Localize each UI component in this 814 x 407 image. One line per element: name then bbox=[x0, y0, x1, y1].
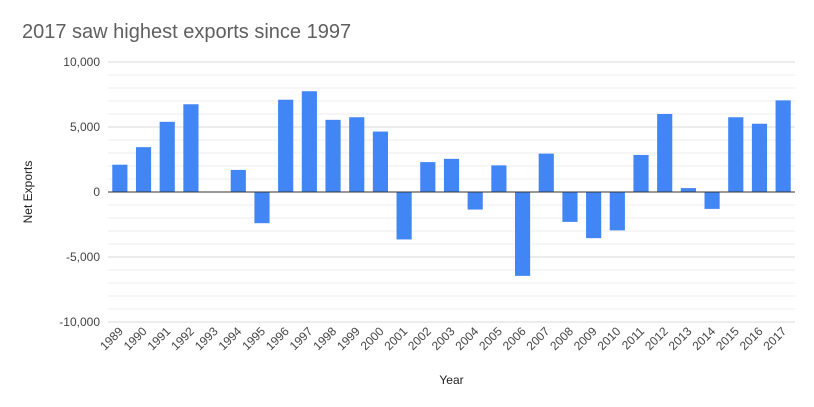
x-tick-label: 2010 bbox=[595, 324, 624, 353]
bar-1992 bbox=[183, 104, 199, 192]
bar-2009 bbox=[586, 192, 602, 239]
x-tick-label: 2015 bbox=[713, 324, 742, 353]
x-tick-label: 2002 bbox=[405, 324, 434, 353]
x-tick-label: 2017 bbox=[760, 324, 789, 353]
bar-2008 bbox=[562, 192, 578, 222]
x-tick-label: 2007 bbox=[524, 324, 553, 353]
x-tick-label: 2016 bbox=[737, 324, 766, 353]
bar-1994 bbox=[230, 169, 246, 192]
gridlines bbox=[108, 61, 795, 323]
x-tick-label: 1993 bbox=[192, 324, 221, 353]
bar-2001 bbox=[396, 192, 412, 240]
bar-2002 bbox=[420, 162, 436, 192]
bar-2012 bbox=[657, 114, 673, 192]
bar-2011 bbox=[633, 154, 649, 192]
bar-2013 bbox=[680, 188, 696, 192]
chart-title: 2017 saw highest exports since 1997 bbox=[22, 21, 351, 43]
x-tick-label: 2011 bbox=[619, 324, 647, 352]
bar-2007 bbox=[538, 153, 554, 192]
y-axis-ticks: 10,000 5,000 0 -5,000 -10,000 bbox=[59, 55, 100, 329]
y-tick-label: 0 bbox=[93, 185, 100, 199]
x-tick-label: 1998 bbox=[310, 324, 339, 353]
bar-1996 bbox=[278, 99, 294, 192]
bar-1997 bbox=[301, 91, 317, 192]
y-axis-label: Net Exports bbox=[21, 161, 35, 224]
bar-1990 bbox=[135, 147, 152, 192]
x-tick-label: 1991 bbox=[145, 324, 174, 353]
bar-2010 bbox=[609, 192, 625, 231]
x-tick-label: 1999 bbox=[334, 324, 363, 353]
x-tick-label: 2006 bbox=[500, 324, 529, 353]
bar-2003 bbox=[443, 158, 460, 192]
x-tick-label: 1989 bbox=[97, 324, 126, 353]
bar-1999 bbox=[349, 117, 365, 192]
x-tick-label: 1997 bbox=[287, 324, 316, 353]
bar-2004 bbox=[467, 192, 483, 210]
y-tick-label: 5,000 bbox=[70, 120, 100, 134]
bar-1989 bbox=[112, 164, 128, 192]
x-axis-label: Year bbox=[439, 373, 463, 387]
x-tick-label: 1992 bbox=[168, 324, 197, 353]
x-tick-label: 2013 bbox=[666, 324, 695, 353]
y-tick-label: 10,000 bbox=[63, 55, 100, 69]
x-tick-label: 1990 bbox=[121, 324, 150, 353]
bar-2000 bbox=[372, 131, 389, 192]
x-tick-label: 2005 bbox=[476, 324, 505, 353]
bar-2016 bbox=[751, 123, 768, 192]
bars bbox=[112, 91, 791, 276]
x-tick-label: 2008 bbox=[547, 324, 576, 353]
x-tick-label: 2000 bbox=[358, 324, 387, 353]
x-tick-label: 1996 bbox=[263, 324, 292, 353]
x-tick-label: 1994 bbox=[216, 324, 245, 353]
x-tick-label: 2004 bbox=[453, 324, 482, 353]
bar-1991 bbox=[159, 121, 175, 192]
bar-2017 bbox=[775, 100, 791, 192]
y-tick-label: -10,000 bbox=[59, 315, 100, 329]
bar-1998 bbox=[325, 119, 341, 192]
bar-2006 bbox=[514, 192, 531, 276]
bar-2005 bbox=[491, 165, 507, 192]
x-tick-label: 2009 bbox=[571, 324, 600, 353]
x-tick-label: 2003 bbox=[429, 324, 458, 353]
x-tick-label: 2014 bbox=[689, 324, 718, 353]
bar-2014 bbox=[704, 192, 720, 209]
bar-1995 bbox=[254, 192, 270, 224]
x-tick-label: 2012 bbox=[642, 324, 671, 353]
x-tick-label: 1995 bbox=[239, 324, 268, 353]
x-axis-ticks: 1989199019911992199319941995199619971998… bbox=[97, 324, 789, 353]
y-tick-label: -5,000 bbox=[66, 250, 100, 264]
bar-2015 bbox=[728, 117, 744, 192]
x-tick-label: 2001 bbox=[381, 324, 410, 353]
